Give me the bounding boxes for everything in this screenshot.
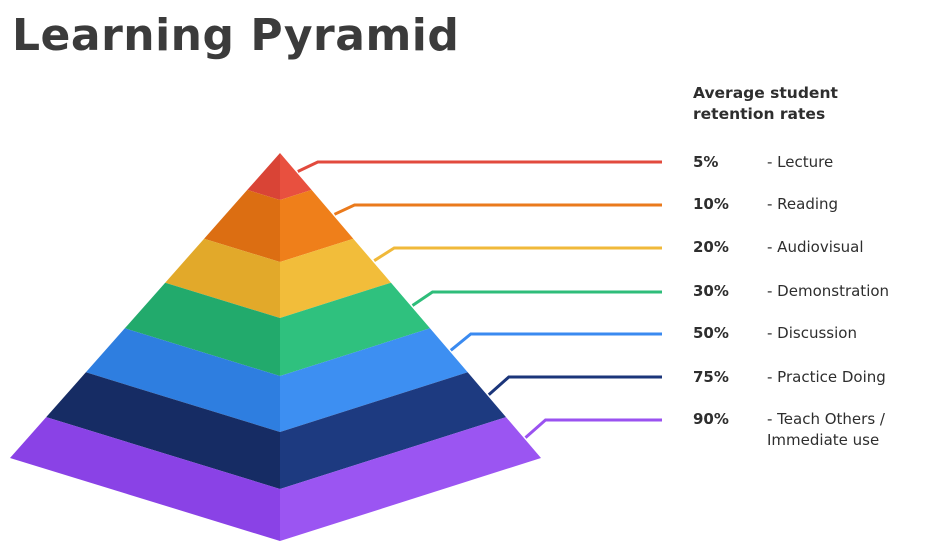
leader-line-demonstration [411,290,662,307]
legend-heading-line-1: Average student [693,84,838,102]
level-label-audiovisual: 20% - Audiovisual [693,237,864,258]
legend-heading: Average student retention rates [693,83,933,125]
pyramid-layer-audiovisual-left-face [165,238,280,318]
level-percent: 5% [693,153,719,171]
pyramid-layer-discussion-right-face [280,328,468,432]
level-percent: 75% [693,368,729,386]
level-percent: 30% [693,282,729,300]
pyramid-layer-demonstration-right-face [280,282,430,376]
level-text: - Demonstration [767,282,890,300]
pyramid-layer-lecture-left-face [247,153,280,200]
level-percent: 50% [693,324,729,342]
leader-line-audiovisual [373,246,662,262]
level-label-demonstration: 30% - Demonstration [693,281,889,302]
pyramid-layer-discussion-left-face [85,328,281,432]
level-percent: 20% [693,238,729,256]
page-title: Learning Pyramid [12,10,460,61]
level-label-lecture: 5% - Lecture [693,152,833,173]
leader-line-reading [333,203,662,216]
pyramid-layer-reading-left-face [204,189,280,262]
pyramid-layer-practice-doing-right-face [280,372,506,489]
level-text: - Discussion [767,324,857,342]
level-percent: 10% [693,195,729,213]
pyramid-layer-reading-right-face [280,189,354,262]
level-label-teach-others: 90% - Teach Others / Immediate use [693,409,885,451]
pyramid-layer-teach-others-right-face [280,417,541,541]
level-text: - Audiovisual [767,238,864,256]
level-label-discussion: 50% - Discussion [693,323,857,344]
legend-heading-line-2: retention rates [693,105,826,123]
pyramid-layer-demonstration-left-face [124,282,280,376]
level-text: - Lecture [767,153,834,171]
level-percent: 90% [693,410,729,428]
level-label-practice-doing: 75% - Practice Doing [693,367,886,388]
level-label-reading: 10% - Reading [693,194,838,215]
leader-line-discussion [449,332,662,352]
pyramid-layer-practice-doing-left-face [46,372,281,489]
leader-line-teach-others [524,418,662,439]
level-text: - Practice Doing [767,368,886,386]
pyramid-layer-lecture-right-face [280,153,312,200]
leader-line-lecture [297,160,662,173]
leader-line-practice-doing [487,375,662,396]
level-text: - Reading [767,195,839,213]
level-text-line-2: Immediate use [767,431,880,449]
level-text: - Teach Others / [767,410,885,428]
pyramid-layer-audiovisual-right-face [280,238,391,318]
pyramid-layer-teach-others-left-face [10,417,280,541]
